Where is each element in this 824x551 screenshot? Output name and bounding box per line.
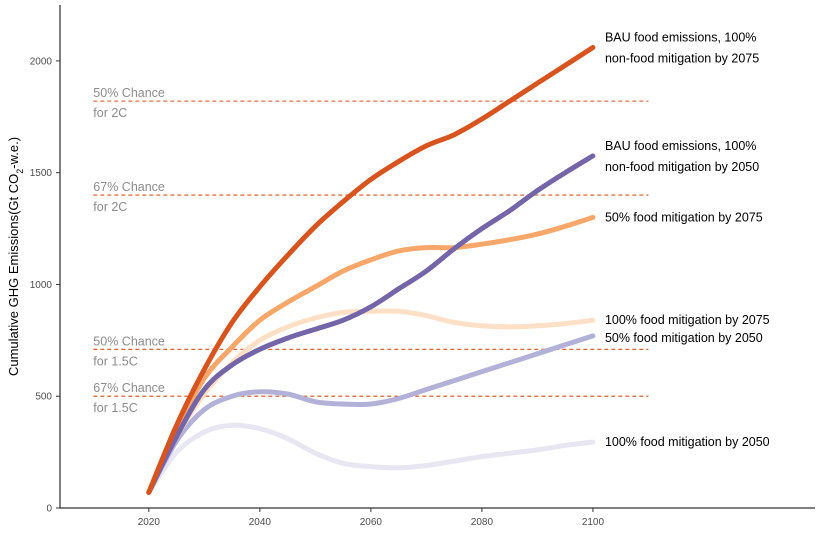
series-label: 100% food mitigation by 2075 (605, 313, 770, 327)
threshold-label: 67% Chance (93, 381, 165, 395)
series-lines (146, 45, 596, 495)
series-label: BAU food emissions, 100% (605, 30, 756, 44)
threshold-label: for 2C (93, 106, 127, 120)
series-line (146, 153, 596, 495)
x-tick-label: 2080 (471, 517, 494, 528)
series-line (146, 214, 596, 495)
y-tick-label: 1000 (30, 280, 53, 291)
x-tick-label: 2060 (360, 517, 383, 528)
series-label: 50% food mitigation by 2075 (605, 210, 763, 224)
threshold-label: 50% Chance (93, 334, 165, 348)
series-labels: 100% food mitigation by 2050 50% food mit… (605, 30, 770, 449)
threshold-label: for 1.5C (93, 401, 137, 415)
series-label: non-food mitigation by 2050 (605, 160, 759, 174)
series-label: non-food mitigation by 2075 (605, 51, 759, 65)
axes: 0 500 1000 1500 2000 2020 2040 2060 2080 2100 (30, 5, 815, 528)
series-line (146, 333, 596, 495)
threshold-label: for 2C (93, 200, 127, 214)
y-tick-label: 1500 (30, 168, 53, 179)
y-axis-title: Cumulative GHG Emissions(Gt CO2-w.e.) (6, 137, 25, 376)
series-label: 100% food mitigation by 2050 (605, 435, 770, 449)
x-tick-label: 2040 (249, 517, 272, 528)
series-label: 50% food mitigation by 2050 (605, 331, 763, 345)
y-axis-title-text: Cumulative GHG Emissions(Gt CO2-w.e.) (6, 137, 25, 376)
series-line (146, 45, 596, 495)
threshold-label: for 1.5C (93, 354, 137, 368)
y-tick-label: 2000 (30, 56, 53, 67)
x-tick-label: 2100 (582, 517, 605, 528)
threshold-lines: 50% Chance for 2C 67% Chance for 2C 50% Chan… (93, 86, 649, 415)
y-tick-label: 500 (35, 392, 52, 403)
series-line (146, 422, 596, 495)
series-label: BAU food emissions, 100% (605, 139, 756, 153)
x-tick-label: 2020 (138, 517, 161, 528)
threshold-label: 67% Chance (93, 180, 165, 194)
y-tick-label: 0 (46, 504, 52, 515)
threshold-label: 50% Chance (93, 86, 165, 100)
